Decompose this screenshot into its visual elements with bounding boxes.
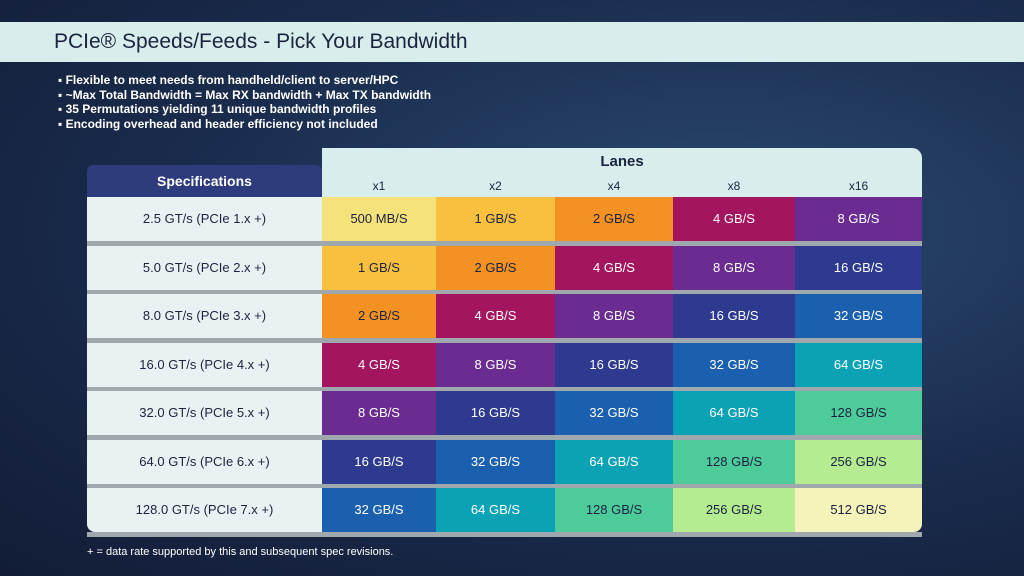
bandwidth-cell: 8 GB/S bbox=[673, 245, 795, 290]
lanes-header-bg bbox=[322, 148, 922, 197]
bandwidth-cell: 128 GB/S bbox=[555, 488, 673, 532]
bandwidth-cell: 32 GB/S bbox=[436, 439, 555, 484]
bandwidth-cell: 16 GB/S bbox=[673, 294, 795, 338]
bandwidth-cell: 2 GB/S bbox=[555, 197, 673, 241]
bandwidth-cell: 64 GB/S bbox=[673, 391, 795, 435]
spec-cell: 2.5 GT/s (PCIe 1.x +) bbox=[87, 197, 322, 241]
lane-label: x1 bbox=[372, 179, 386, 193]
bandwidth-cell: 1 GB/S bbox=[322, 245, 436, 290]
row-separator bbox=[87, 241, 922, 246]
spec-cell: 64.0 GT/s (PCIe 6.x +) bbox=[87, 439, 322, 484]
bandwidth-cell: 256 GB/S bbox=[673, 488, 795, 532]
row-separator bbox=[87, 386, 922, 391]
bullet: Flexible to meet needs from handheld/cli… bbox=[58, 73, 431, 88]
bandwidth-cell: 2 GB/S bbox=[322, 294, 436, 338]
bullet: ~Max Total Bandwidth = Max RX bandwidth … bbox=[58, 88, 431, 103]
bandwidth-cell: 16 GB/S bbox=[322, 439, 436, 484]
bandwidth-cell: 8 GB/S bbox=[322, 391, 436, 435]
row-separator bbox=[87, 435, 922, 440]
bandwidth-cell: 16 GB/S bbox=[436, 391, 555, 435]
bandwidth-cell: 32 GB/S bbox=[322, 488, 436, 532]
row-separator bbox=[87, 483, 922, 488]
bullet: Encoding overhead and header efficiency … bbox=[58, 117, 431, 132]
bandwidth-cell: 8 GB/S bbox=[436, 342, 555, 387]
bandwidth-cell: 64 GB/S bbox=[436, 488, 555, 532]
spec-cell: 32.0 GT/s (PCIe 5.x +) bbox=[87, 391, 322, 435]
bandwidth-cell: 4 GB/S bbox=[322, 342, 436, 387]
bandwidth-cell: 512 GB/S bbox=[795, 488, 922, 532]
bandwidth-cell: 1 GB/S bbox=[436, 197, 555, 241]
lane-label: x2 bbox=[489, 179, 502, 193]
bandwidth-cell: 2 GB/S bbox=[436, 245, 555, 290]
bandwidth-cell: 128 GB/S bbox=[795, 391, 922, 435]
bandwidth-cell: 16 GB/S bbox=[555, 342, 673, 387]
bandwidth-cell: 16 GB/S bbox=[795, 245, 922, 290]
bandwidth-cell: 500 MB/S bbox=[322, 197, 436, 241]
bandwidth-cell: 64 GB/S bbox=[795, 342, 922, 387]
title: PCIe® Speeds/Feeds - Pick Your Bandwidth bbox=[54, 30, 468, 53]
bandwidth-cell: 32 GB/S bbox=[555, 391, 673, 435]
spec-cell: 5.0 GT/s (PCIe 2.x +) bbox=[87, 245, 322, 290]
title-bar bbox=[0, 22, 1024, 62]
bandwidth-cell: 32 GB/S bbox=[673, 342, 795, 387]
bandwidth-cell: 128 GB/S bbox=[673, 439, 795, 484]
lanes-header: Lanes bbox=[600, 153, 644, 170]
bandwidth-cell: 4 GB/S bbox=[436, 294, 555, 338]
spec-header: Specifications bbox=[87, 165, 322, 197]
bullet-list: Flexible to meet needs from handheld/cli… bbox=[58, 73, 431, 131]
spec-cell: 128.0 GT/s (PCIe 7.x +) bbox=[87, 488, 322, 532]
bandwidth-cell: 64 GB/S bbox=[555, 439, 673, 484]
lane-label: x8 bbox=[727, 179, 741, 193]
footnote: + = data rate supported by this and subs… bbox=[87, 546, 394, 558]
lane-label: x16 bbox=[848, 179, 869, 193]
bullet: 35 Permutations yielding 11 unique bandw… bbox=[58, 102, 431, 117]
spec-cell: 16.0 GT/s (PCIe 4.x +) bbox=[87, 342, 322, 387]
bandwidth-cell: 32 GB/S bbox=[795, 294, 922, 338]
row-separator bbox=[87, 532, 922, 537]
row-separator bbox=[87, 338, 922, 343]
lane-label: x4 bbox=[607, 179, 621, 193]
spec-cell: 8.0 GT/s (PCIe 3.x +) bbox=[87, 294, 322, 338]
bandwidth-cell: 256 GB/S bbox=[795, 439, 922, 484]
bandwidth-cell: 4 GB/S bbox=[673, 197, 795, 241]
bandwidth-cell: 4 GB/S bbox=[555, 245, 673, 290]
bandwidth-cell: 8 GB/S bbox=[555, 294, 673, 338]
bandwidth-cell: 8 GB/S bbox=[795, 197, 922, 241]
row-separator bbox=[87, 289, 922, 294]
